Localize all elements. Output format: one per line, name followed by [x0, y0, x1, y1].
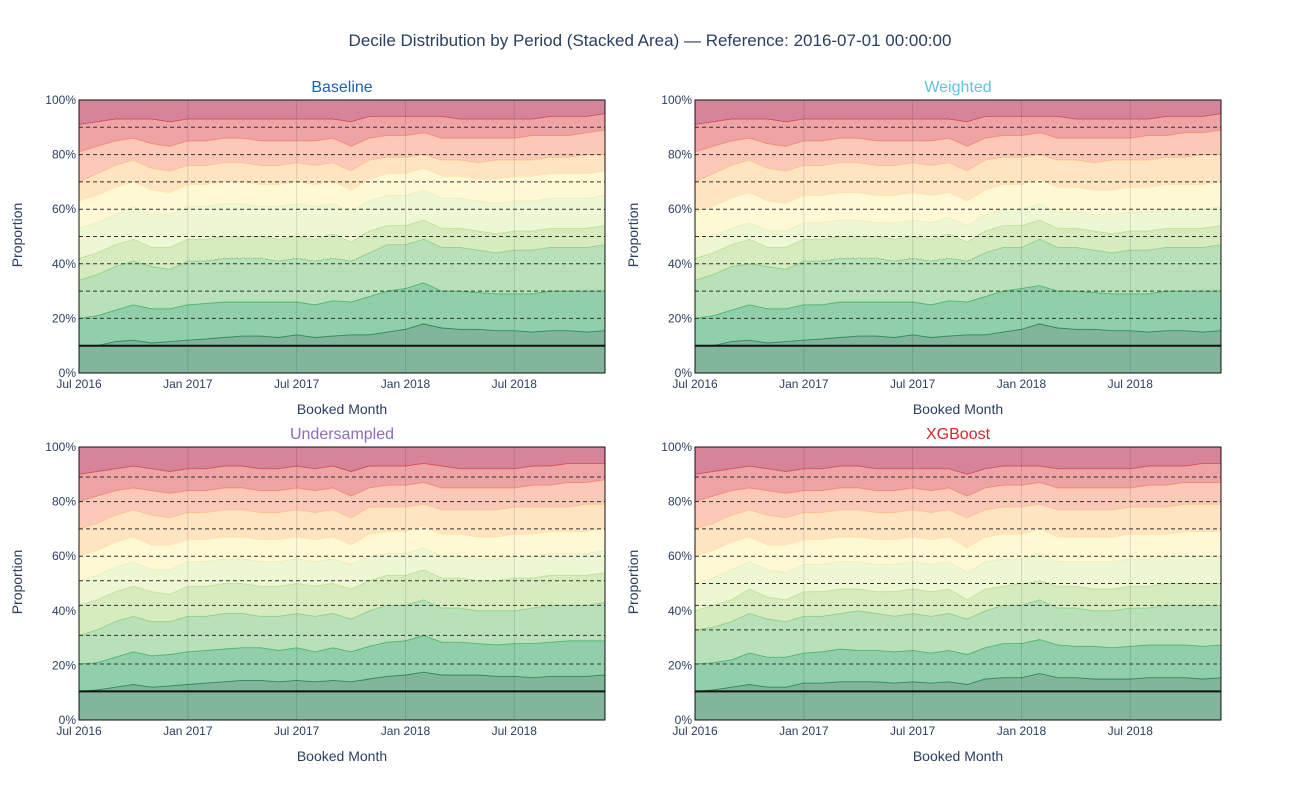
chart-title: Decile Distribution by Period (Stacked A…: [348, 31, 952, 50]
decile-2-area: [79, 282, 605, 346]
y-tick-label: 20%: [52, 658, 76, 672]
decile-7-area: [79, 154, 605, 201]
decile-10-area: [695, 100, 1221, 125]
y-tick-label: 80%: [668, 148, 692, 162]
decile-8-area: [695, 482, 1221, 529]
decile-9-area: [695, 113, 1221, 152]
x-tick-label: Jul 2016: [56, 377, 102, 391]
decile-8-area: [79, 479, 605, 529]
x-axis-title-undersampled: Booked Month: [296, 748, 388, 764]
y-tick-label: 40%: [52, 257, 76, 271]
decile-2-area: [695, 639, 1221, 692]
decile-1-area: [79, 672, 605, 720]
decile-2-area: [695, 285, 1221, 346]
decile-5-area: [79, 190, 605, 259]
decile-4-area: [79, 220, 605, 281]
decile-1-area: [79, 323, 605, 373]
x-tick-label: Jan 2018: [381, 724, 431, 738]
panel-weighted: 0% 20% 40% 60% 80% 100% Jul 2016 Jan 2017 Jul 20…: [661, 93, 1222, 391]
y-tick-label: 100%: [45, 93, 76, 107]
y-tick-label: 20%: [668, 311, 692, 325]
decile-8-boundary: [78, 129, 606, 153]
y-tick-label: 60%: [668, 202, 692, 216]
x-tick-label: Jul 2017: [890, 377, 936, 391]
decile-5-area: [695, 203, 1221, 259]
x-tick-label: Jan 2017: [163, 724, 213, 738]
plot-frame: [78, 99, 606, 374]
decile-5-area: [79, 548, 605, 606]
x-axis-title-weighted: Booked Month: [912, 401, 1004, 417]
y-tick-label: 60%: [668, 549, 692, 563]
panel-xgboost: 0% 20% 40% 60% 80% 100% Jul 2016 Jan 2017 Jul 20…: [661, 440, 1222, 738]
panel-baseline: 0% 20% 40% 60% 80% 100% Jul 2016 Jan 2017 Jul 20…: [45, 93, 606, 391]
x-axis-title-xgboost: Booked Month: [912, 748, 1004, 764]
decile-7-area: [79, 504, 605, 557]
decile-6-area: [79, 168, 605, 229]
y-tick-label: 0%: [675, 713, 693, 727]
plot-frame: [694, 446, 1222, 721]
decile-5-area: [695, 553, 1221, 611]
panel-title-weighted: Weighted: [924, 79, 992, 96]
decile-4-area: [79, 569, 605, 636]
x-tick-label: Jan 2018: [997, 377, 1047, 391]
decile-9-area: [79, 113, 605, 152]
y-tick-label: 40%: [52, 604, 76, 618]
y-tick-label: 0%: [59, 713, 77, 727]
x-tick-label: Jan 2018: [997, 724, 1047, 738]
x-tick-label: Jul 2016: [672, 377, 718, 391]
x-tick-label: Jul 2017: [890, 724, 936, 738]
y-tick-label: 100%: [45, 440, 76, 454]
panel-title-xgboost: XGBoost: [925, 426, 991, 443]
x-tick-label: Jan 2017: [779, 724, 829, 738]
y-tick-label: 80%: [668, 495, 692, 509]
x-tick-label: Jul 2016: [56, 724, 102, 738]
decile-10-area: [695, 447, 1221, 475]
y-tick-label: 20%: [668, 658, 692, 672]
panel-undersampled: 0% 20% 40% 60% 80% 100% Jul 2016 Jan 2017 Jul 20…: [45, 440, 606, 738]
decile-6-area: [79, 526, 605, 581]
decile-8-area: [79, 130, 605, 182]
y-tick-label: 80%: [52, 495, 76, 509]
y-tick-label: 100%: [661, 93, 692, 107]
y-tick-label: 80%: [52, 148, 76, 162]
panel-title-undersampled: Undersampled: [289, 426, 395, 443]
y-tick-label: 0%: [59, 366, 77, 380]
x-tick-label: Jul 2018: [1108, 724, 1154, 738]
decile-10-area: [79, 447, 605, 475]
x-tick-label: Jul 2017: [274, 377, 320, 391]
decile-7-area: [695, 504, 1221, 557]
decile-2-area: [79, 635, 605, 692]
decile-4-area: [695, 220, 1221, 281]
y-tick-label: 60%: [52, 202, 76, 216]
x-tick-label: Jul 2017: [274, 724, 320, 738]
y-tick-label: 40%: [668, 257, 692, 271]
decile-9-area: [695, 463, 1221, 502]
decile-9-area: [79, 463, 605, 502]
decile-10-area: [79, 100, 605, 125]
panel-title-baseline: Baseline: [311, 79, 373, 96]
y-tick-label: 0%: [675, 366, 693, 380]
x-tick-label: Jul 2018: [492, 377, 538, 391]
decile-1-area: [695, 673, 1221, 720]
x-tick-label: Jan 2018: [381, 377, 431, 391]
x-tick-label: Jul 2018: [492, 724, 538, 738]
x-axis-title-baseline: Booked Month: [296, 401, 388, 417]
plot-frame: [694, 99, 1222, 374]
y-tick-label: 40%: [668, 604, 692, 618]
x-tick-label: Jan 2017: [779, 377, 829, 391]
plot-frame: [78, 446, 606, 721]
y-tick-label: 20%: [52, 311, 76, 325]
x-tick-label: Jul 2016: [672, 724, 718, 738]
decile-3-area: [695, 239, 1221, 319]
decile-3-area: [79, 239, 605, 319]
y-tick-label: 100%: [661, 440, 692, 454]
decile-7-area: [695, 154, 1221, 212]
decile-8-area: [695, 130, 1221, 182]
decile-1-area: [695, 323, 1221, 373]
x-tick-label: Jul 2018: [1108, 377, 1154, 391]
y-tick-label: 60%: [52, 549, 76, 563]
x-tick-label: Jan 2017: [163, 377, 213, 391]
